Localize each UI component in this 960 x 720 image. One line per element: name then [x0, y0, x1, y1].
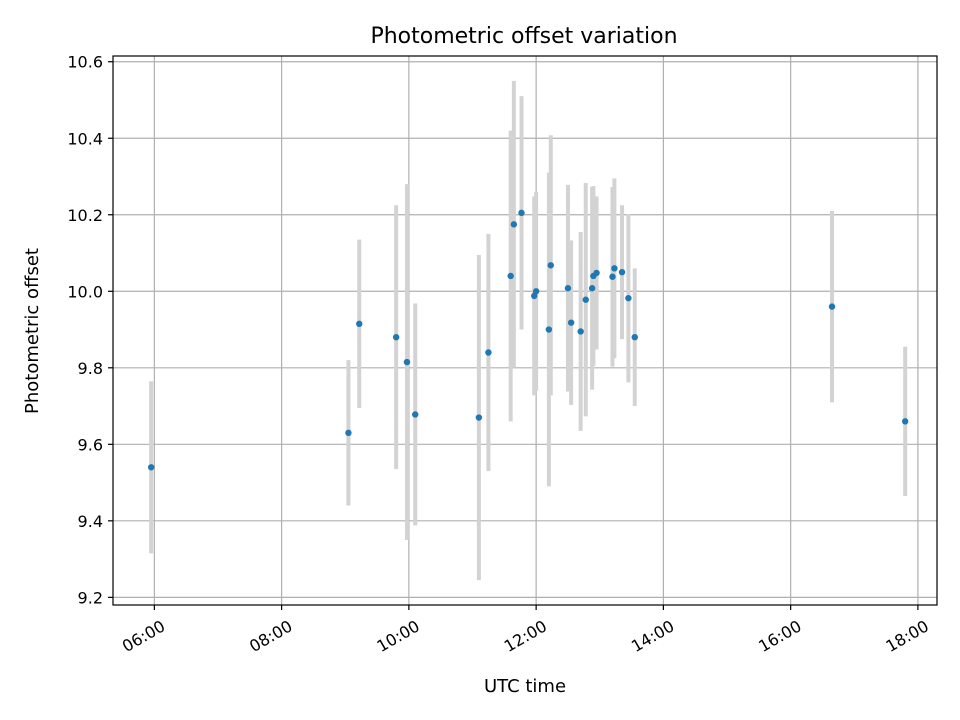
data-point	[611, 265, 618, 272]
data-point	[577, 328, 584, 335]
data-point	[356, 320, 363, 328]
x-tick-label: 14:00	[628, 616, 677, 656]
grid-lines	[113, 56, 937, 605]
data-point	[588, 285, 596, 292]
data-point	[564, 285, 572, 292]
data-point	[547, 262, 554, 269]
x-tick-label: 12:00	[501, 616, 550, 656]
y-tick-label: 9.6	[78, 435, 103, 454]
y-tick-label: 10.6	[67, 53, 103, 72]
data-point	[625, 294, 632, 302]
x-axis: 06:00 08:00 10:00 12:00 14:00 16:00 18:00	[119, 605, 932, 656]
data-point	[510, 221, 518, 228]
y-axis: 9.2 9.4 9.6 9.8 10.0 10.2 10.4 10.6	[67, 53, 113, 607]
error-bars	[149, 80, 908, 581]
data-point	[403, 358, 411, 366]
data-point	[901, 418, 909, 425]
data-point	[507, 272, 514, 280]
data-point	[345, 429, 352, 437]
x-tick-label: 06:00	[119, 616, 168, 656]
data-point	[631, 333, 638, 341]
data-point	[593, 269, 600, 277]
data-point	[518, 209, 525, 217]
data-point	[412, 411, 419, 418]
chart-title: Photometric offset variation	[370, 24, 677, 49]
x-tick-label: 10:00	[373, 616, 422, 656]
data-point	[618, 268, 626, 276]
y-tick-label: 9.4	[78, 512, 103, 531]
x-tick-label: 08:00	[246, 616, 295, 656]
y-tick-label: 9.8	[78, 359, 103, 378]
x-tick-label: 18:00	[882, 616, 931, 656]
y-tick-label: 10.4	[67, 129, 103, 148]
data-point	[532, 288, 540, 295]
data-point	[392, 333, 400, 341]
data-point	[828, 303, 836, 310]
data-point	[582, 296, 589, 303]
x-axis-label: UTC time	[484, 676, 566, 697]
data-point	[545, 326, 553, 333]
data-point	[567, 319, 575, 326]
data-point	[485, 349, 492, 356]
y-axis-label: Photometric offset	[22, 248, 43, 414]
y-tick-label: 10.2	[67, 206, 103, 225]
data-point	[475, 414, 483, 421]
data-point	[609, 273, 616, 280]
data-point	[147, 464, 155, 471]
y-tick-label: 9.2	[78, 588, 103, 607]
data-points	[147, 209, 909, 471]
plot-frame	[112, 55, 938, 606]
y-tick-label: 10.0	[67, 282, 103, 301]
x-tick-label: 16:00	[755, 616, 804, 656]
